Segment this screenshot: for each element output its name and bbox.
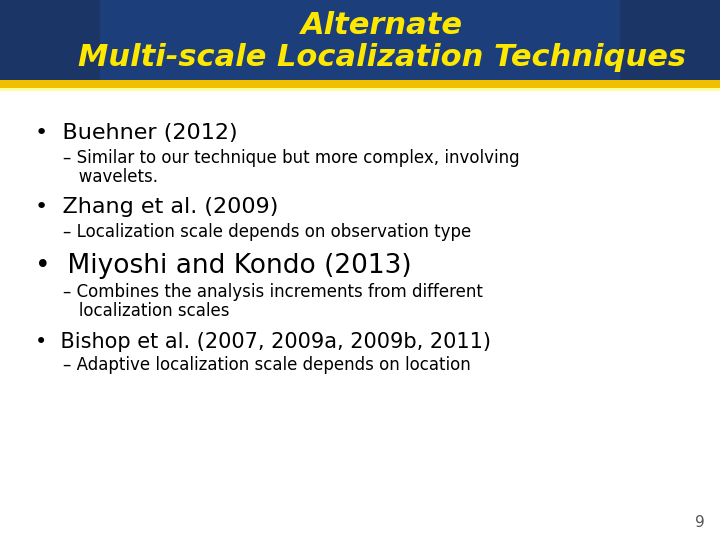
Text: – Adaptive localization scale depends on location: – Adaptive localization scale depends on…	[63, 356, 471, 374]
Bar	[100, 0, 620, 80]
Text: •  Zhang et al. (2009): • Zhang et al. (2009)	[35, 198, 279, 218]
Text: Alternate: Alternate	[301, 11, 463, 40]
Bar	[0, 91, 720, 540]
Text: •  Miyoshi and Kondo (2013): • Miyoshi and Kondo (2013)	[35, 253, 412, 279]
Text: •  Bishop et al. (2007, 2009a, 2009b, 2011): • Bishop et al. (2007, 2009a, 2009b, 201…	[35, 332, 491, 352]
Bar	[0, 88, 720, 91]
Text: – Localization scale depends on observation type: – Localization scale depends on observat…	[63, 224, 472, 241]
Bar	[0, 0, 720, 80]
Text: Multi-scale Localization Techniques: Multi-scale Localization Techniques	[78, 43, 685, 71]
Text: localization scales: localization scales	[63, 302, 230, 320]
Bar	[0, 80, 720, 88]
Text: wavelets.: wavelets.	[63, 168, 158, 186]
Text: •  Buehner (2012): • Buehner (2012)	[35, 123, 238, 143]
Text: – Combines the analysis increments from different: – Combines the analysis increments from …	[63, 283, 483, 301]
Text: 9: 9	[696, 515, 705, 530]
Text: – Similar to our technique but more complex, involving: – Similar to our technique but more comp…	[63, 149, 520, 167]
